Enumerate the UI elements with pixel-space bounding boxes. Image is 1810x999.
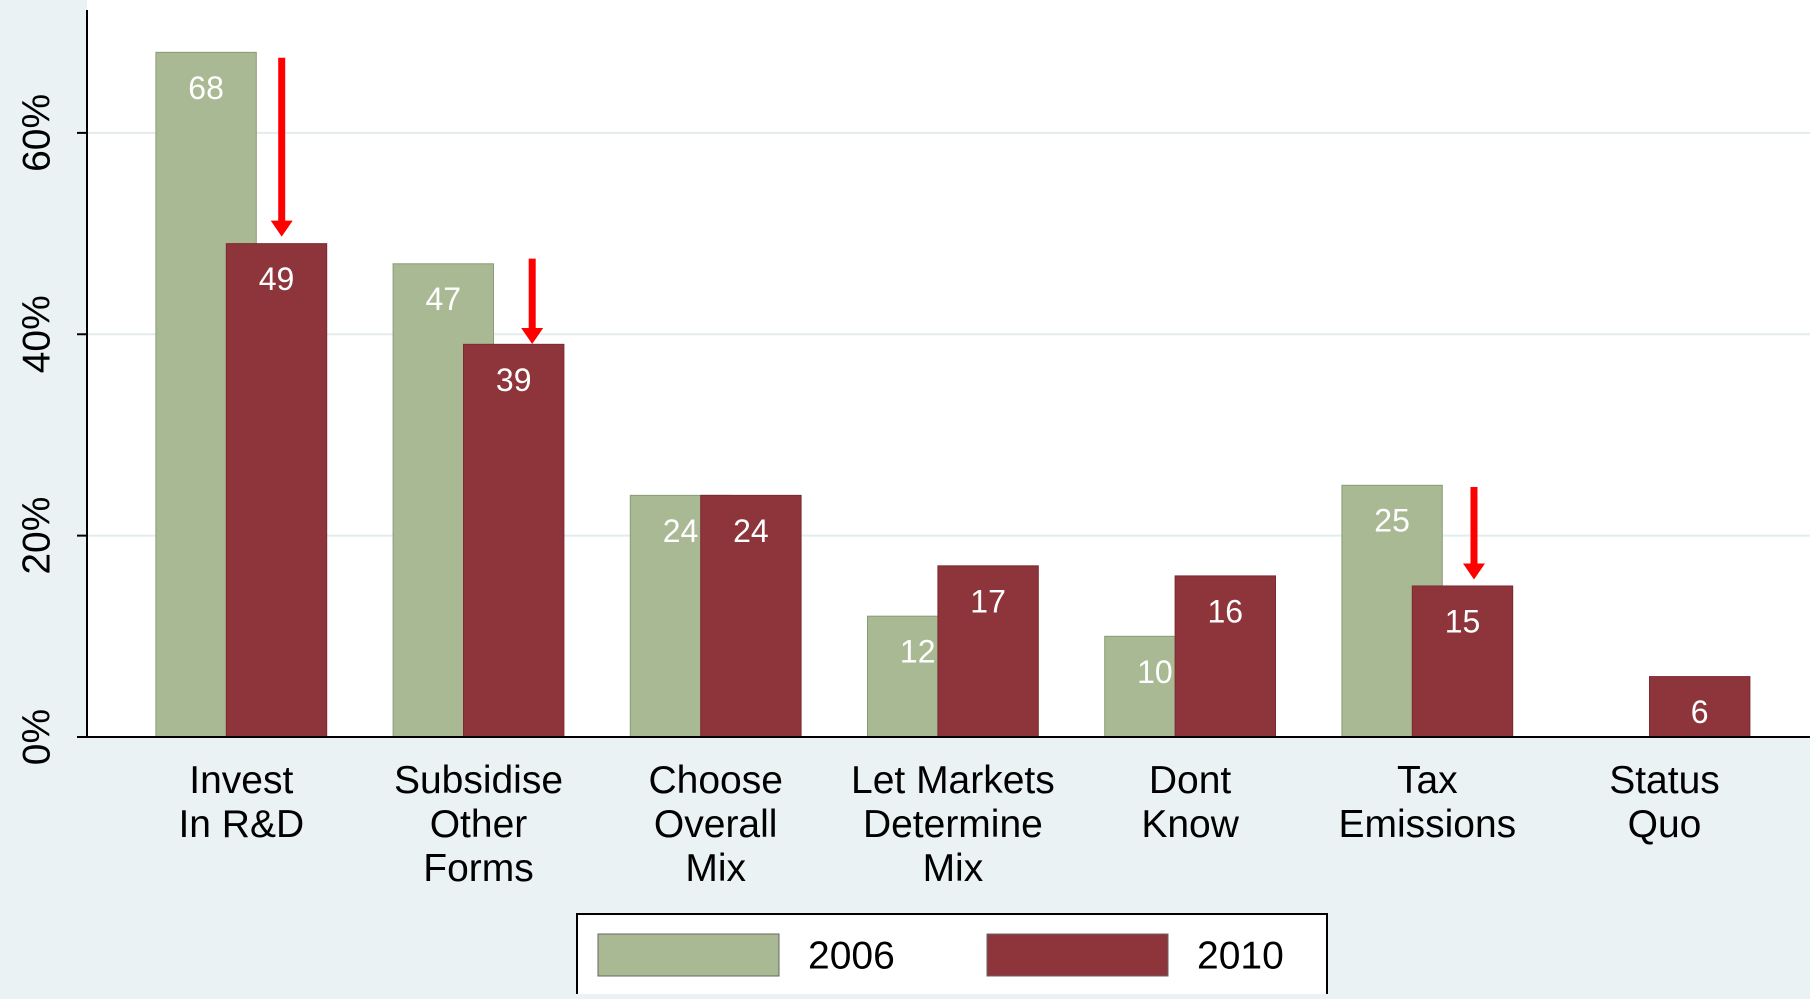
x-tick-label: Invest In R&D — [178, 759, 304, 846]
data-label: 68 — [188, 70, 224, 106]
arrow-head — [270, 220, 293, 237]
data-label: 47 — [426, 281, 462, 317]
x-tick-label: Status Quo — [1609, 759, 1720, 846]
data-label: 15 — [1445, 603, 1481, 639]
legend-swatch — [597, 933, 780, 977]
y-tick-label: 0% — [15, 709, 58, 765]
x-tick-label: Subsidise Other Forms — [394, 759, 563, 890]
data-label: 39 — [496, 362, 532, 398]
legend-label: 2006 — [808, 934, 895, 977]
x-tick-label: Dont Know — [1141, 759, 1239, 846]
data-label: 6 — [1691, 694, 1709, 730]
data-label: 49 — [259, 261, 295, 297]
bar — [1411, 585, 1514, 738]
y-tick-label: 40% — [15, 295, 58, 373]
data-label: 17 — [970, 583, 1006, 619]
x-tick-label: Let Markets Determine Mix — [851, 759, 1055, 890]
bar — [1649, 676, 1751, 738]
y-tick-label: 20% — [15, 497, 58, 575]
data-label: 16 — [1208, 593, 1244, 629]
bar — [700, 494, 802, 738]
data-label: 12 — [900, 634, 936, 670]
legend-label: 2010 — [1197, 934, 1284, 977]
arrow-head — [521, 328, 544, 344]
x-tick-label: Choose Overall Mix — [648, 759, 782, 890]
data-label: 10 — [1137, 654, 1173, 690]
bar — [463, 343, 565, 738]
legend-swatch — [986, 933, 1169, 977]
data-label: 25 — [1374, 503, 1410, 539]
bar — [225, 243, 328, 738]
bar — [937, 565, 1039, 738]
arrow-head — [1463, 563, 1485, 580]
y-tick-label: 60% — [15, 94, 58, 172]
data-label: 24 — [733, 513, 769, 549]
data-label: 24 — [663, 513, 699, 549]
x-tick-label: Tax Emissions — [1338, 759, 1516, 846]
